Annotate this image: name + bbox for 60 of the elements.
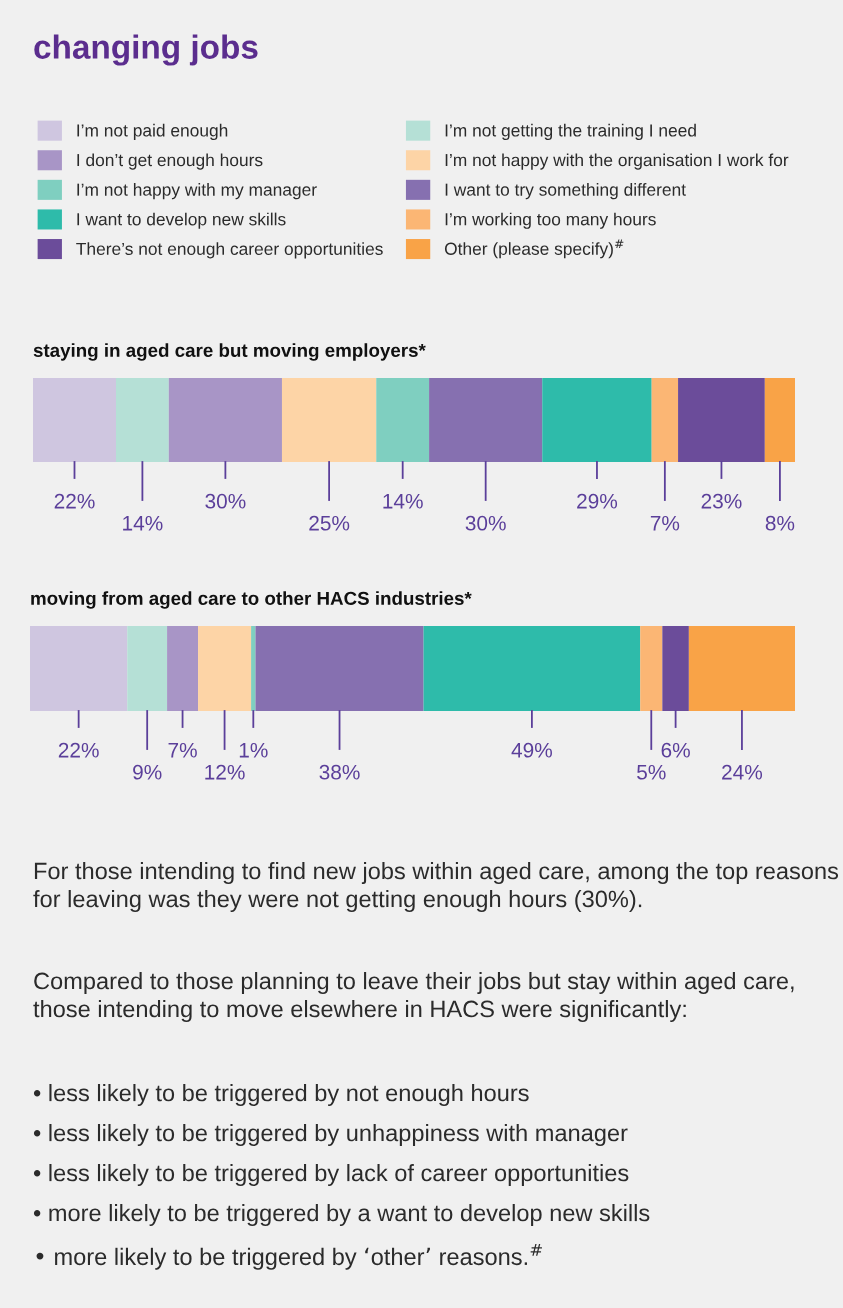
bar bbox=[198, 626, 252, 711]
data-label: 7% bbox=[168, 742, 197, 758]
data-label: 38% bbox=[319, 764, 360, 780]
data-label: 23% bbox=[701, 493, 742, 509]
data-label: 49% bbox=[511, 742, 552, 758]
legend-label: I’m not happy with my manager bbox=[77, 183, 317, 200]
data-label: 30% bbox=[205, 493, 246, 509]
text: • less likely to be triggered by unhappiness with manager bbox=[33, 1124, 628, 1147]
data-label: 6% bbox=[661, 742, 690, 758]
data-label: 9% bbox=[133, 764, 162, 780]
data-label: 25% bbox=[309, 515, 350, 531]
bar bbox=[168, 378, 282, 462]
data-label: 14% bbox=[383, 493, 423, 509]
bar bbox=[429, 378, 543, 462]
text: For those intending to find new jobs within aged care, among the top reasons for leaving was they were not getting enough hours (30%). bbox=[33, 862, 839, 913]
data-label: 1% bbox=[239, 742, 268, 758]
chart-title: changing jobs bbox=[34, 34, 258, 66]
data-label: 24% bbox=[722, 764, 763, 780]
bar bbox=[33, 378, 116, 462]
bar bbox=[764, 378, 795, 462]
legend-label: I want to develop new skills bbox=[77, 212, 286, 229]
legend-label: I don’t get enough hours bbox=[77, 153, 263, 170]
bar bbox=[662, 626, 689, 711]
bar bbox=[281, 378, 377, 462]
bar bbox=[651, 378, 679, 462]
bar bbox=[115, 378, 169, 462]
bar bbox=[30, 626, 128, 711]
legend-label: Other (please specify)$^{#}$ bbox=[444, 239, 624, 259]
text: • less likely to be triggered by not enough hours bbox=[33, 1084, 529, 1107]
data-label: 22% bbox=[54, 493, 95, 509]
text: • less likely to be triggered by lack of career opportunities bbox=[33, 1164, 629, 1187]
bar bbox=[255, 626, 424, 711]
bar bbox=[678, 378, 765, 462]
chart-subtitle: staying in aged care but moving employers* bbox=[33, 343, 426, 361]
data-label: 12% bbox=[205, 764, 245, 780]
data-label: 30% bbox=[465, 515, 506, 531]
data-label: 5% bbox=[637, 764, 666, 780]
bar bbox=[542, 378, 652, 462]
bar bbox=[640, 626, 663, 711]
text: • more likely to be triggered by a want to develop new skills bbox=[33, 1204, 650, 1227]
data-label: 8% bbox=[765, 515, 795, 531]
legend-label: I’m not getting the training I need bbox=[445, 123, 696, 141]
text: • more likely to be triggered by ‘other’ reasons.$^{#}$ bbox=[36, 1244, 542, 1270]
legend-label: I want to try something different bbox=[445, 183, 686, 200]
bar bbox=[167, 626, 199, 711]
bar bbox=[251, 626, 256, 711]
legend-label: There’s not enough career opportunities bbox=[76, 242, 383, 259]
data-label: 7% bbox=[650, 515, 680, 531]
legend-label: I’m working too many hours bbox=[445, 212, 656, 229]
bar bbox=[127, 626, 168, 711]
data-label: 22% bbox=[58, 742, 99, 758]
legend-label: I’m not paid enough bbox=[77, 123, 228, 141]
bar bbox=[423, 626, 641, 711]
bar bbox=[688, 626, 795, 711]
legend-label: I’m not happy with the organisation I work for bbox=[445, 153, 789, 170]
data-label: 29% bbox=[577, 493, 618, 509]
data-label: 14% bbox=[123, 515, 163, 531]
bar bbox=[376, 378, 430, 462]
chart-title: moving from aged care to other HACS industries* bbox=[31, 591, 472, 609]
text: Compared to those planning to leave their jobs but stay within aged care, those intending to move elsewhere in HACS were significantly: bbox=[33, 972, 794, 1023]
